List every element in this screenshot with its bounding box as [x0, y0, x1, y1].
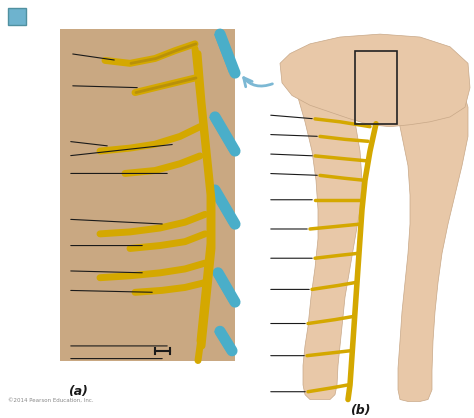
Polygon shape	[209, 117, 235, 151]
Polygon shape	[280, 34, 470, 127]
Text: (a): (a)	[68, 385, 88, 398]
Bar	[355, 51, 397, 124]
Text: ©2014 Pearson Education, Inc.: ©2014 Pearson Education, Inc.	[8, 398, 94, 403]
Bar	[60, 29, 235, 361]
Polygon shape	[209, 190, 235, 224]
FancyArrowPatch shape	[244, 78, 273, 87]
Bar	[8, 8, 26, 25]
Polygon shape	[214, 331, 232, 351]
Polygon shape	[212, 273, 235, 302]
Polygon shape	[214, 34, 235, 73]
Polygon shape	[290, 68, 362, 400]
Polygon shape	[370, 76, 468, 401]
Text: (b): (b)	[350, 404, 370, 418]
